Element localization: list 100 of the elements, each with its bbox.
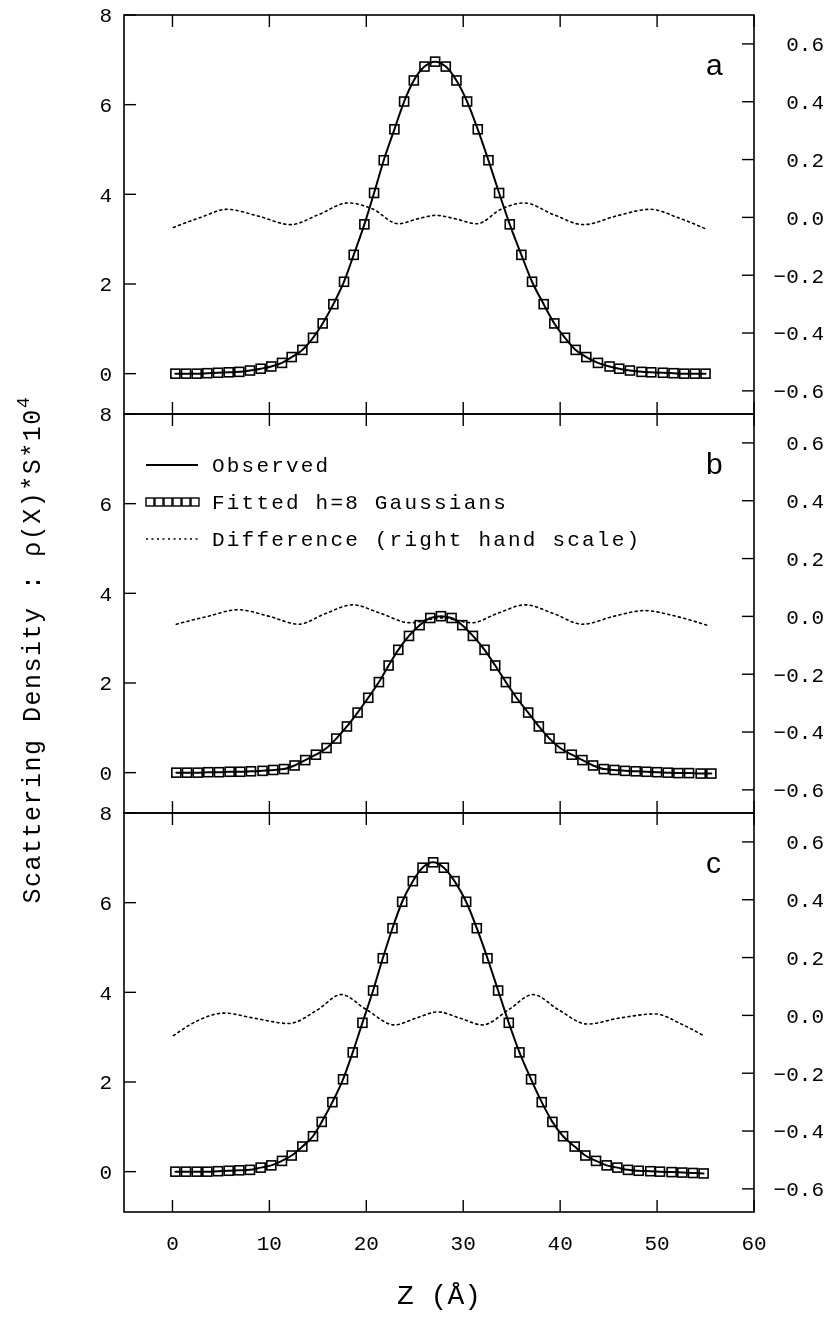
y2-tick-label: 0.4 <box>786 890 824 914</box>
point <box>192 767 203 778</box>
y2-tick-label: −0.6 <box>773 381 824 405</box>
point <box>377 952 389 964</box>
point <box>461 96 473 107</box>
point <box>536 1096 548 1108</box>
point <box>408 75 420 86</box>
point <box>373 676 385 688</box>
y2-tick-label: −0.4 <box>773 722 824 746</box>
point <box>503 1017 515 1029</box>
y-tick-label: 4 <box>99 583 112 607</box>
y2-tick-label: −0.2 <box>773 265 824 289</box>
point <box>557 1130 569 1142</box>
point <box>245 766 257 777</box>
point <box>276 357 288 369</box>
point <box>538 298 549 310</box>
point <box>330 733 342 744</box>
point <box>587 760 599 771</box>
point <box>440 61 452 72</box>
point <box>678 368 690 379</box>
x-tick-label: 40 <box>547 1233 573 1256</box>
point <box>180 368 192 379</box>
point <box>347 1047 359 1058</box>
point <box>451 75 462 86</box>
y-tick-label: 0 <box>99 1162 112 1185</box>
x-axis-title: Z (Å) <box>396 1281 482 1312</box>
legend-label: Observed <box>212 455 331 479</box>
y-tick-label: 6 <box>99 95 112 119</box>
point <box>522 707 534 718</box>
point <box>317 318 328 329</box>
point <box>654 1166 666 1177</box>
point <box>396 896 408 908</box>
point <box>592 357 604 369</box>
point <box>644 1165 656 1177</box>
point <box>666 1166 677 1178</box>
legend-label: Difference (right hand scale) <box>212 529 642 553</box>
point <box>479 644 490 656</box>
y2-tick-label: 0.4 <box>786 92 824 116</box>
y-tick-label: 6 <box>99 494 112 518</box>
point <box>456 619 468 631</box>
point <box>492 985 504 996</box>
y-tick-label: 8 <box>99 404 112 428</box>
y-tick-label: 2 <box>99 1072 112 1096</box>
point <box>673 767 684 779</box>
point <box>255 363 266 375</box>
x-tick-label: 50 <box>644 1233 670 1256</box>
point <box>299 754 311 766</box>
y-tick-label: 8 <box>99 803 112 827</box>
y2-tick-label: −0.2 <box>773 664 824 688</box>
point <box>383 660 394 671</box>
point <box>438 862 450 873</box>
point <box>316 1116 328 1128</box>
point <box>392 644 404 656</box>
point <box>619 765 631 777</box>
point <box>266 361 277 372</box>
point <box>500 676 512 688</box>
point <box>244 365 256 376</box>
point <box>612 1162 623 1173</box>
point <box>613 363 625 375</box>
y2-tick-label: 0.4 <box>786 491 824 515</box>
point <box>171 767 182 778</box>
y2-tick-label: 0.6 <box>786 433 824 457</box>
point <box>630 766 642 777</box>
point <box>547 1116 558 1128</box>
y2-tick-label: −0.4 <box>773 323 824 347</box>
point <box>636 366 647 378</box>
x-tick-label: 0 <box>166 1233 179 1256</box>
point <box>624 365 636 376</box>
point <box>446 612 457 624</box>
point <box>504 219 516 230</box>
y-tick-label: 4 <box>99 982 112 1006</box>
point <box>533 721 545 732</box>
point <box>398 96 410 107</box>
y2-tick-label: −0.6 <box>773 780 824 804</box>
point <box>321 742 332 754</box>
y-tick-label: 6 <box>99 893 112 917</box>
point <box>212 1165 224 1177</box>
y2-tick-label: 0.2 <box>786 149 824 173</box>
point <box>604 361 615 372</box>
legend-label: Fitted h=8 Gaussians <box>212 492 509 516</box>
annotation: a <box>706 48 723 81</box>
x-tick-label: 60 <box>741 1233 767 1256</box>
y-tick-label: 0 <box>99 763 112 786</box>
point <box>223 1165 234 1177</box>
point <box>483 154 494 166</box>
point <box>297 1141 308 1152</box>
point <box>341 721 353 732</box>
point <box>526 276 538 288</box>
point <box>472 124 484 135</box>
point <box>471 922 483 934</box>
x-tick-label: 30 <box>450 1233 476 1256</box>
point <box>601 1160 612 1171</box>
x-tick-label: 10 <box>256 1233 282 1256</box>
point <box>407 875 419 887</box>
point <box>191 1166 202 1177</box>
x-tick-label: 20 <box>353 1233 379 1256</box>
point <box>387 922 398 934</box>
point <box>244 1164 256 1176</box>
point <box>235 766 246 778</box>
y2-tick-label: 0.0 <box>786 1005 824 1029</box>
